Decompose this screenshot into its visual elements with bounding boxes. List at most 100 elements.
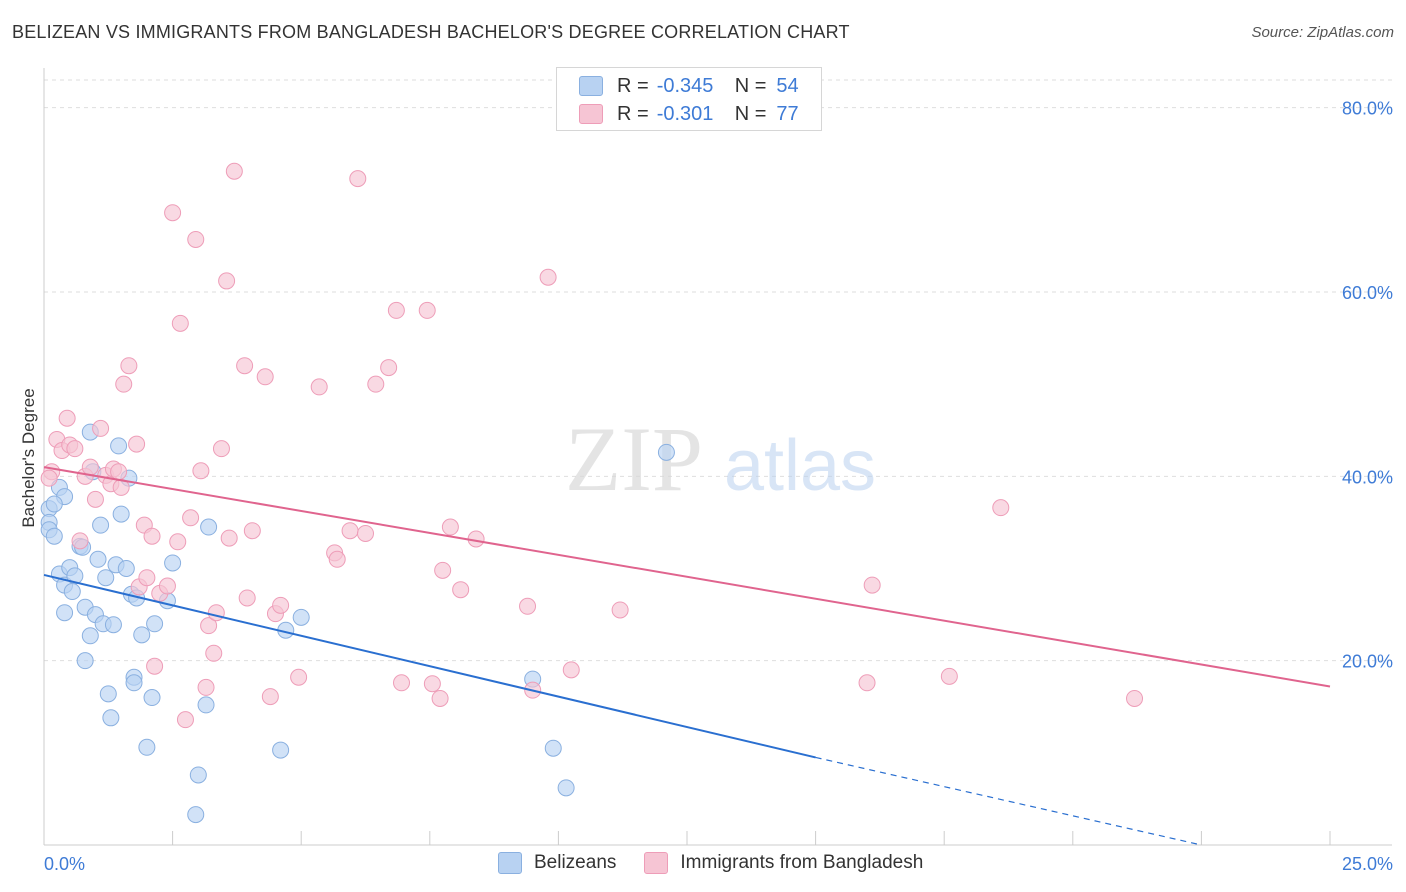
point-bangladesh [66,440,84,458]
point-bangladesh [310,378,328,396]
point-bangladesh [187,230,205,248]
point-bangladesh [940,667,958,685]
y-tick-label: 80.0% [1342,99,1393,119]
legend-swatch-blue [579,76,603,96]
point-bangladesh [367,375,385,393]
point-belizean [89,550,107,568]
point-bangladesh [92,419,110,437]
point-bangladesh [146,657,164,675]
point-belizean [110,437,128,455]
correlation-legend: R = -0.345 N = 54 R = -0.301 N = 77 [556,67,822,131]
point-belizean [292,608,310,626]
x-tick-label: 25.0% [1342,854,1393,874]
point-belizean [99,685,117,703]
legend-n-value: 77 [776,102,799,125]
point-bangladesh [171,314,189,332]
legend-n-label: N = [734,74,767,97]
point-bangladesh [207,604,225,622]
point-belizean [104,616,122,634]
point-bangladesh [452,581,470,599]
point-bangladesh [387,301,405,319]
point-belizean [133,626,151,644]
point-bangladesh [169,533,187,551]
point-bangladesh [380,359,398,377]
point-bangladesh [357,524,374,542]
point-bangladesh [992,499,1010,517]
point-bangladesh [1126,689,1144,707]
point-bangladesh [120,357,138,375]
point-bangladesh [290,668,308,686]
point-belizean [45,495,63,513]
y-axis-label: Bachelor's Degree [19,388,38,527]
point-bangladesh [115,375,133,393]
point-bangladesh [256,368,274,386]
legend-item-bangladesh[interactable]: Immigrants from Bangladesh [644,852,923,874]
trend-line-bangladesh [43,466,1331,688]
legend-swatch-pink [644,852,669,874]
legend-r-value: -0.345 [656,74,714,97]
point-belizean [56,604,74,622]
legend-label-belizeans: Belizeans [534,852,617,873]
point-belizean [200,518,218,536]
point-belizean [76,652,94,670]
series-legend: Belizeans Immigrants from Bangladesh [498,852,951,874]
point-belizean [63,583,81,601]
point-bangladesh [138,569,156,587]
point-bangladesh [212,440,230,458]
legend-swatch-pink [579,104,603,124]
point-belizean [125,674,143,692]
point-belizean [117,559,135,577]
point-belizean [544,739,562,757]
point-bangladesh [341,522,359,540]
trend-line-extrapolation [815,756,1202,846]
point-bangladesh [441,518,459,536]
point-bangladesh [192,462,210,480]
point-bangladesh [110,463,128,481]
point-bangladesh [218,272,236,290]
point-bangladesh [611,601,629,619]
point-bangladesh [393,674,411,692]
point-belizean [138,738,156,756]
legend-item-belizeans[interactable]: Belizeans [498,852,616,874]
point-bangladesh [220,529,238,547]
legend-r-label: R = [617,102,649,125]
chart-title: BELIZEAN VS IMMIGRANTS FROM BANGLADESH B… [12,22,850,42]
point-bangladesh [863,576,881,594]
legend-swatch-blue [498,852,522,874]
point-bangladesh [238,589,256,607]
y-tick-label: 20.0% [1342,652,1393,672]
point-bangladesh [81,458,99,476]
point-belizean [45,527,63,545]
data-points [40,162,1144,824]
legend-row-bangladesh: R = -0.301 N = 77 [579,100,799,128]
point-bangladesh [328,550,346,568]
point-bangladesh [423,675,441,693]
point-belizean [102,709,120,727]
legend-r-value: -0.301 [656,102,714,125]
point-bangladesh [58,409,76,427]
point-bangladesh [272,596,290,614]
point-bangladesh [562,661,580,679]
y-tick-label: 60.0% [1342,283,1393,303]
legend-row-belizeans: R = -0.345 N = 54 [579,72,799,100]
source-label: Source: ZipAtlas.com [1251,24,1394,41]
point-belizean [81,627,99,645]
point-bangladesh [539,268,557,286]
point-bangladesh [418,301,436,319]
point-bangladesh [261,688,279,706]
point-bangladesh [519,597,537,615]
point-bangladesh [164,204,182,222]
point-belizean [187,806,205,824]
legend-n-value: 54 [776,74,799,97]
point-bangladesh [143,527,161,545]
point-bangladesh [128,435,146,453]
point-bangladesh [434,561,452,579]
point-bangladesh [71,532,89,550]
point-bangladesh [225,162,243,180]
point-bangladesh [205,644,223,662]
point-bangladesh [243,522,261,540]
point-belizean [272,741,290,759]
watermark-zip: ZIP [565,408,703,510]
point-belizean [657,443,675,461]
